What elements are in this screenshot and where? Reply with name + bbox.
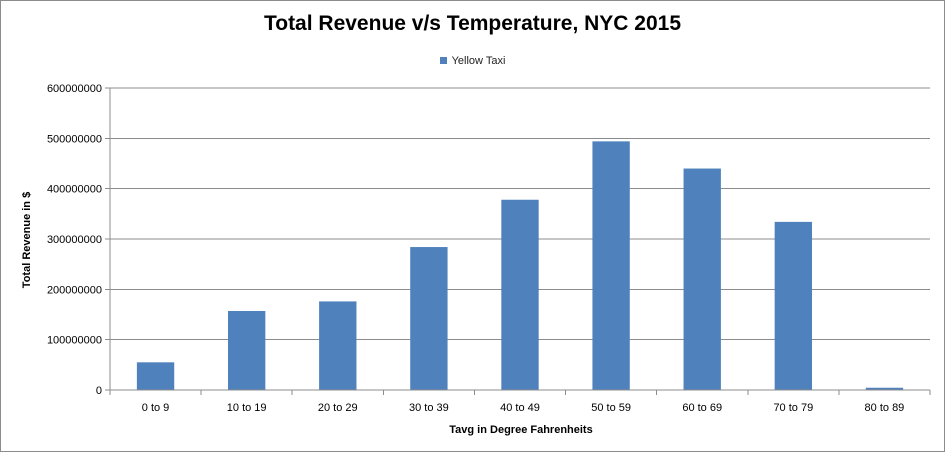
x-axis-label: Tavg in Degree Fahrenheits bbox=[449, 424, 593, 436]
bar bbox=[319, 301, 357, 390]
x-tick-label: 70 to 79 bbox=[773, 402, 813, 414]
chart-title: Total Revenue v/s Temperature, NYC 2015 bbox=[263, 12, 682, 35]
legend: Yellow Taxi bbox=[1, 55, 944, 67]
y-tick-label: 500000000 bbox=[47, 133, 102, 145]
x-tick-label: 30 to 39 bbox=[409, 402, 449, 414]
x-tick-label: 60 to 69 bbox=[682, 402, 722, 414]
bar bbox=[774, 221, 813, 390]
x-tick-label: 10 to 19 bbox=[227, 402, 267, 414]
x-tick-label: 40 to 49 bbox=[500, 402, 540, 414]
legend-label: Yellow Taxi bbox=[451, 55, 506, 67]
x-tick-label: 20 to 29 bbox=[318, 402, 358, 414]
x-tick-label: 50 to 59 bbox=[591, 402, 631, 414]
y-tick-label: 0 bbox=[96, 385, 102, 397]
y-tick-label: 100000000 bbox=[47, 335, 102, 347]
bar bbox=[501, 199, 539, 390]
y-tick-label: 200000000 bbox=[47, 284, 102, 296]
bar bbox=[136, 362, 175, 390]
bar bbox=[592, 141, 630, 390]
y-tick-label: 400000000 bbox=[47, 184, 102, 196]
bar bbox=[410, 247, 448, 390]
bar bbox=[227, 310, 266, 390]
y-tick-label: 300000000 bbox=[47, 234, 102, 246]
y-tick-label: 600000000 bbox=[47, 83, 102, 95]
bar bbox=[865, 387, 904, 390]
x-tick-label: 80 to 89 bbox=[865, 402, 905, 414]
bar bbox=[683, 168, 721, 390]
legend-swatch bbox=[439, 56, 447, 64]
x-tick-label: 0 to 9 bbox=[142, 402, 170, 414]
